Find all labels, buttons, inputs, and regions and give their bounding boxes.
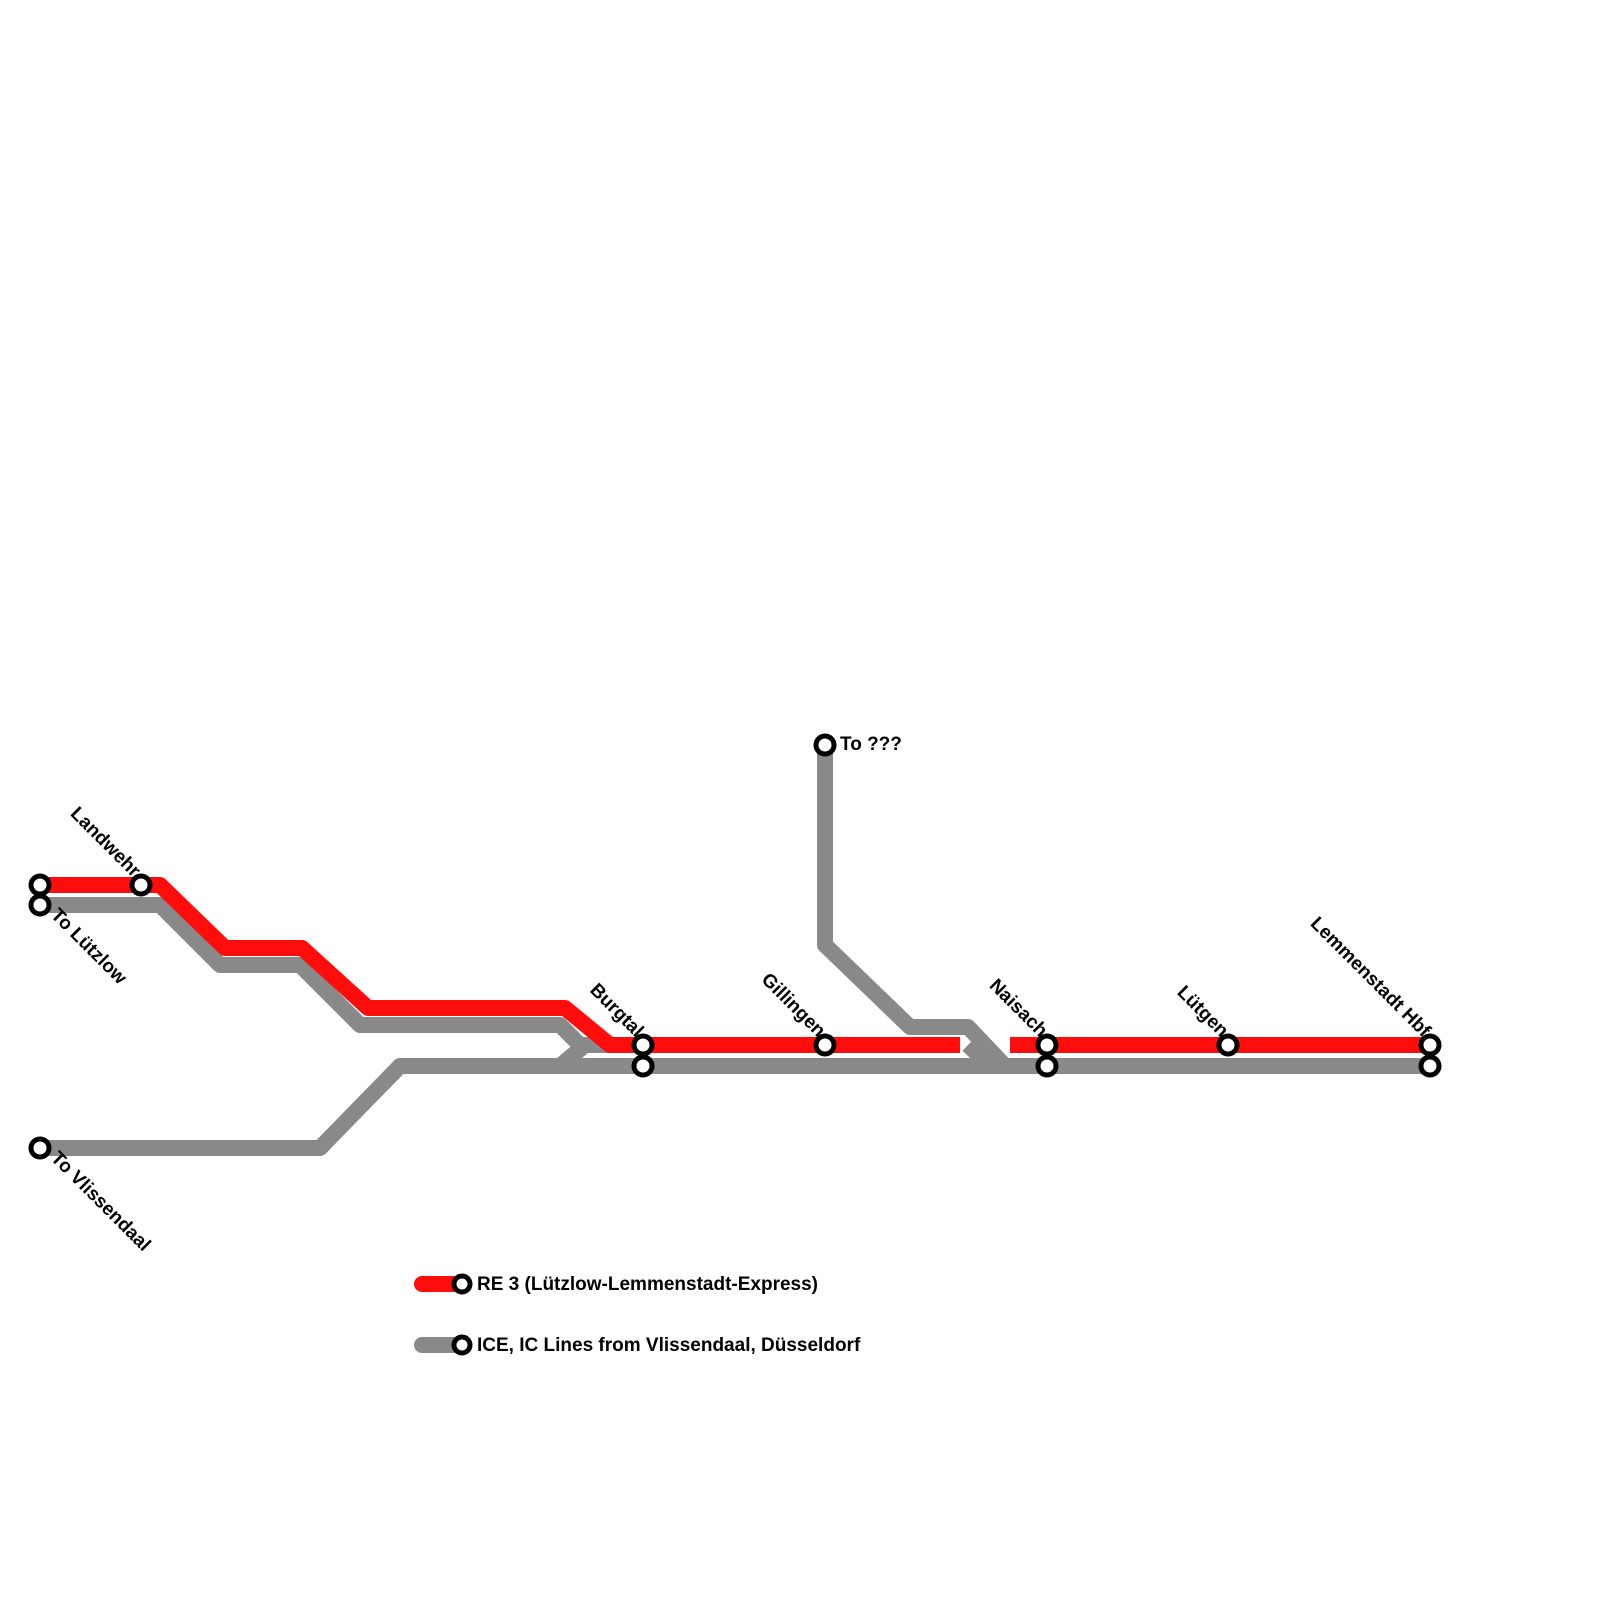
- stations: [28, 733, 1442, 1160]
- legend-station-marker-re3: [451, 1273, 473, 1295]
- legend-item-ice-ic: ICE, IC Lines from Vlissendaal, Düsseldo…: [414, 1334, 861, 1356]
- station-label-to-vlissendaal: To Vlissendaal: [46, 1148, 154, 1256]
- station-marker-naisach-re3[interactable]: [1035, 1033, 1059, 1057]
- legend-station-marker-ice-ic: [451, 1334, 473, 1356]
- station-label-to-unknown: To ???: [840, 734, 902, 755]
- ice-ic-line-from-vlissendaal: [40, 1058, 1430, 1156]
- station-marker-lutzlow-re3[interactable]: [28, 873, 52, 897]
- ice-ic-line-group: [40, 745, 1430, 1156]
- legend-label-re3: RE 3 (Lützlow-Lemmenstadt-Express): [477, 1274, 818, 1295]
- legend: RE 3 (Lützlow-Lemmenstadt-Express) ICE, …: [414, 1273, 861, 1356]
- ice-ic-connector-burgtal: [554, 1038, 591, 1073]
- station-marker-lutgen[interactable]: [1216, 1033, 1240, 1057]
- station-label-to-lutzlow: To Lützlow: [46, 905, 130, 989]
- station-label-landwehr: Landwehr: [66, 803, 145, 882]
- station-marker-to-unknown[interactable]: [813, 733, 837, 757]
- station-marker-burgtal-ice[interactable]: [631, 1054, 655, 1078]
- station-label-gillingen: Gillingen: [757, 969, 829, 1041]
- station-label-lemmenstadt-hbf: Lemmenstadt Hbf: [1306, 913, 1435, 1042]
- legend-label-ice-ic: ICE, IC Lines from Vlissendaal, Düsseldo…: [477, 1335, 861, 1356]
- station-marker-to-lutzlow[interactable]: [28, 893, 52, 917]
- ice-ic-connector-naisach: [962, 1039, 996, 1072]
- station-marker-landwehr[interactable]: [129, 873, 153, 897]
- legend-item-re3: RE 3 (Lützlow-Lemmenstadt-Express): [414, 1273, 818, 1295]
- station-marker-burgtal-re3[interactable]: [631, 1033, 655, 1057]
- station-marker-naisach-ice[interactable]: [1035, 1054, 1059, 1078]
- re3-line-west: [40, 877, 960, 1053]
- station-label-lutgen: Lütgen: [1173, 982, 1233, 1042]
- station-marker-lemmenstadt-re3[interactable]: [1418, 1033, 1442, 1057]
- station-marker-gillingen[interactable]: [813, 1033, 837, 1057]
- station-label-naisach: Naisach: [985, 975, 1051, 1041]
- station-marker-lemmenstadt-ice[interactable]: [1418, 1054, 1442, 1078]
- station-labels: Landwehr To Lützlow To Vlissendaal Burgt…: [46, 734, 1434, 1256]
- station-marker-to-vlissendaal[interactable]: [28, 1136, 52, 1160]
- ice-ic-line-to-unknown: [817, 745, 1011, 1072]
